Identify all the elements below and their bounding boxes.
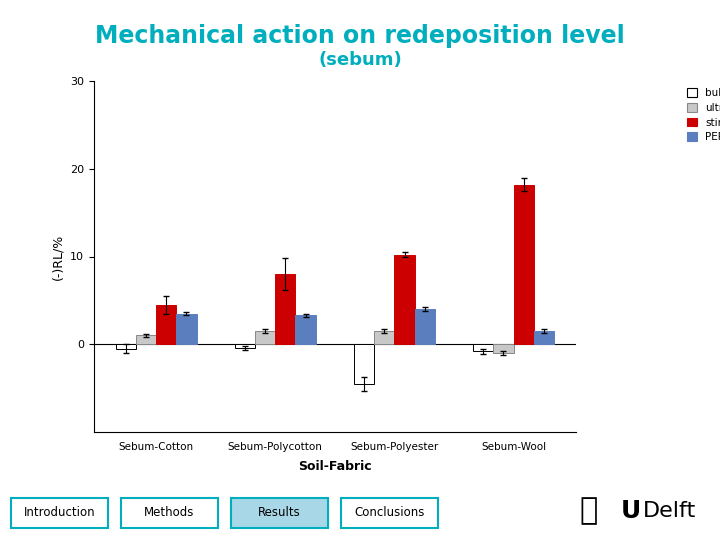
Bar [513, 185, 534, 345]
Bar [115, 345, 136, 349]
Bar [235, 345, 255, 348]
Bar [255, 331, 275, 345]
Bar [415, 309, 435, 345]
Bar [395, 255, 415, 345]
Text: Ⓣ: Ⓣ [580, 496, 598, 525]
Bar [295, 315, 316, 345]
Text: U: U [621, 498, 641, 523]
Bar [275, 274, 295, 345]
Bar [534, 331, 554, 345]
Bar [493, 345, 513, 353]
FancyBboxPatch shape [121, 498, 218, 528]
Bar [473, 345, 493, 352]
Text: Conclusions: Conclusions [355, 507, 425, 519]
Bar [176, 314, 197, 345]
Text: Delft: Delft [643, 501, 696, 521]
Text: 13: 13 [696, 463, 709, 474]
Y-axis label: (-)RL/%: (-)RL/% [51, 233, 64, 280]
Bar [374, 331, 395, 345]
Text: Methods: Methods [145, 507, 194, 519]
X-axis label: Soil-Fabric: Soil-Fabric [298, 460, 372, 473]
Legend: bubbling, ultrasound, stirrer, PER: bubbling, ultrasound, stirrer, PER [685, 86, 720, 144]
Text: (sebum): (sebum) [318, 51, 402, 69]
FancyBboxPatch shape [231, 498, 328, 528]
Bar [156, 305, 176, 345]
Bar [136, 335, 156, 345]
Text: Results: Results [258, 507, 301, 519]
FancyBboxPatch shape [341, 498, 438, 528]
Text: 25 September 2020: 25 September 2020 [14, 463, 125, 474]
Text: Introduction: Introduction [24, 507, 95, 519]
Bar [354, 345, 374, 384]
Text: Mechanical action on redeposition level: Mechanical action on redeposition level [95, 24, 625, 48]
FancyBboxPatch shape [11, 498, 108, 528]
